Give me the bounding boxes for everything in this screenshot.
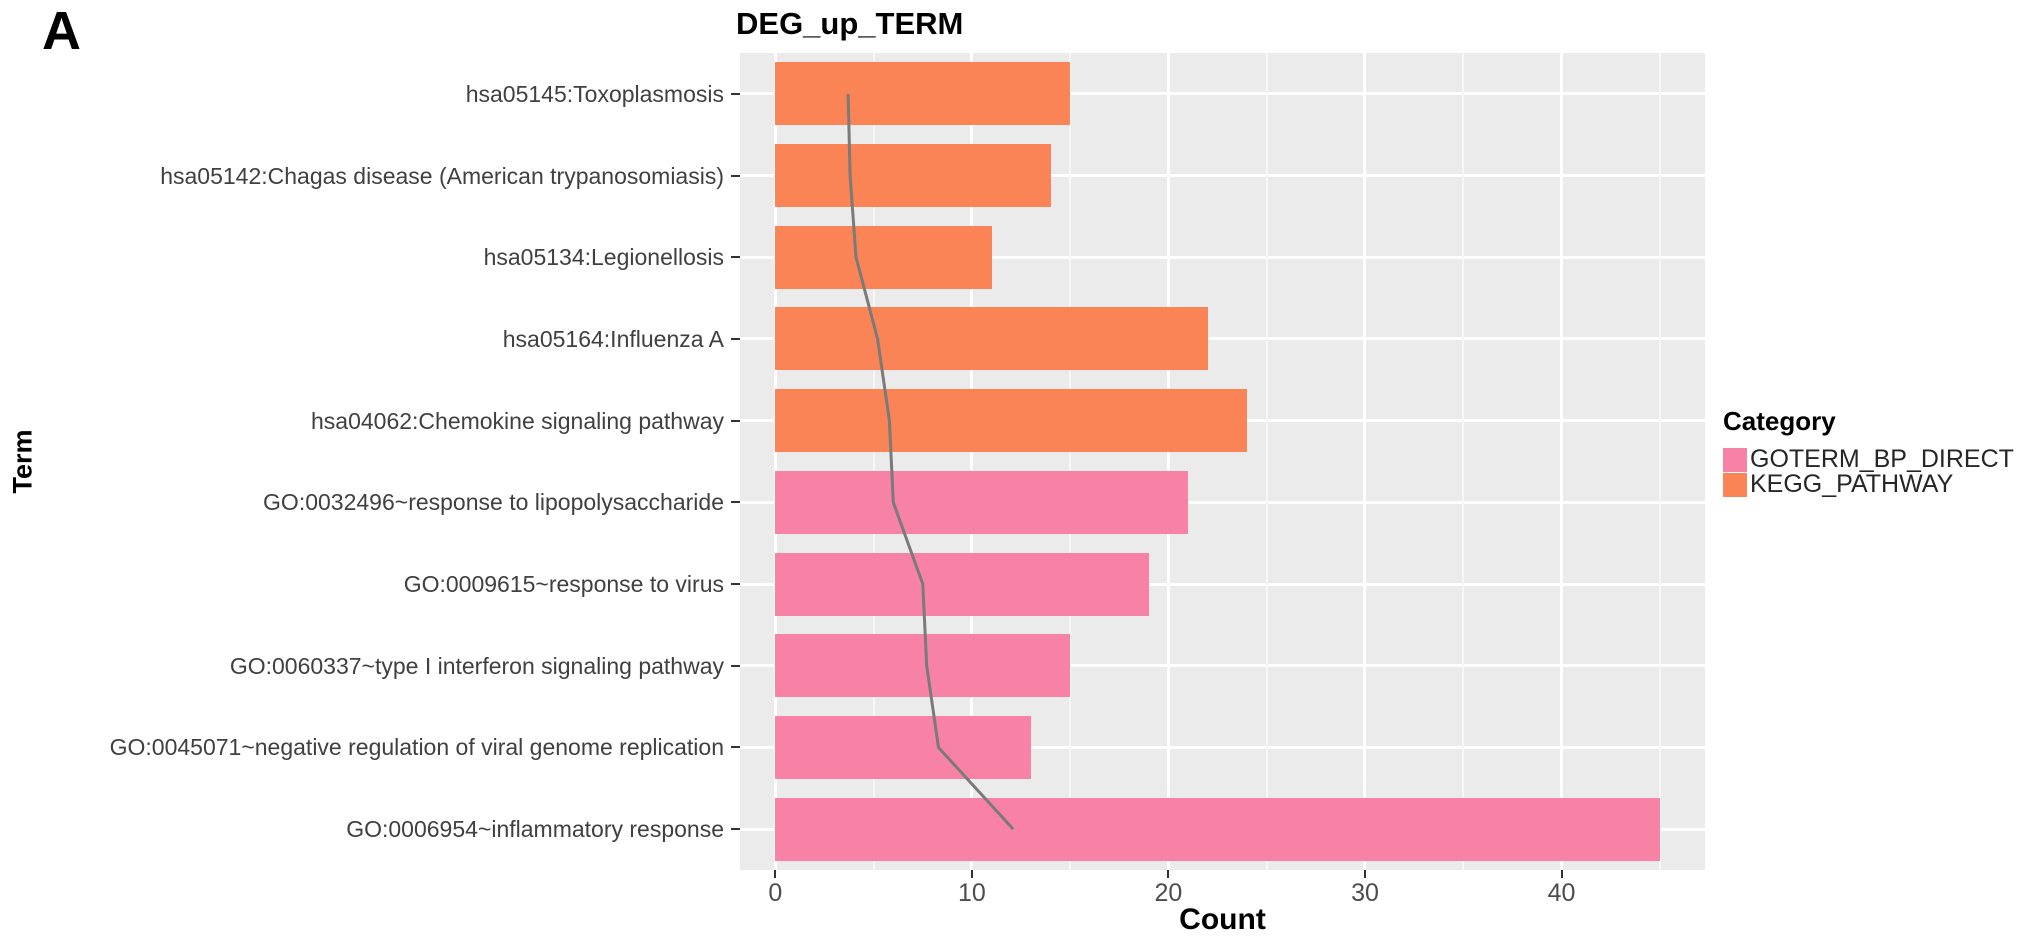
legend-item: GOTERM_BP_DIRECT <box>1723 445 2014 473</box>
legend-item-label: KEGG_PATHWAY <box>1750 470 1954 498</box>
plot-area <box>740 53 1705 870</box>
y-axis-title: Term <box>7 429 38 494</box>
y-axis-category-label: GO:0045071~negative regulation of viral … <box>109 734 724 761</box>
gridline-major <box>1363 53 1367 870</box>
y-tick-mark <box>731 92 740 95</box>
x-tick-mark <box>1167 870 1170 878</box>
bar <box>775 225 992 289</box>
y-axis-category-label: GO:0060337~type I interferon signaling p… <box>229 652 724 679</box>
x-axis-tick-label: 40 <box>1547 879 1576 907</box>
x-axis-tick-label: 0 <box>768 879 783 907</box>
bar <box>775 797 1660 861</box>
bar <box>775 144 1051 208</box>
legend: Category GOTERM_BP_DIRECT KEGG_PATHWAY <box>1723 406 2014 498</box>
y-tick-mark <box>731 337 740 340</box>
y-axis-category-label: GO:0032496~response to lipopolysaccharid… <box>263 489 724 516</box>
x-tick-mark <box>970 870 973 878</box>
bar <box>775 62 1071 126</box>
gridline-horizontal <box>740 582 1705 586</box>
y-tick-mark <box>731 583 740 586</box>
gridline-horizontal <box>740 500 1705 504</box>
y-axis-category-label: hsa05134:Legionellosis <box>483 244 724 271</box>
y-axis-category-label: hsa05164:Influenza A <box>502 325 724 352</box>
gridline-major <box>1560 53 1564 870</box>
gridline-horizontal <box>740 255 1705 259</box>
chart-title: DEG_up_TERM <box>736 6 964 41</box>
gridline-minor <box>1069 53 1072 870</box>
legend-swatch-icon <box>1723 447 1747 472</box>
x-axis-tick-label: 20 <box>1154 879 1183 907</box>
legend-item-label: GOTERM_BP_DIRECT <box>1750 445 2014 473</box>
y-tick-mark <box>731 828 740 831</box>
y-tick-mark <box>731 174 740 177</box>
x-tick-mark <box>1363 870 1366 878</box>
gridline-horizontal <box>740 92 1705 96</box>
gridline-horizontal <box>740 664 1705 668</box>
legend-swatch-icon <box>1723 472 1747 497</box>
y-axis-category-label: hsa05142:Chagas disease (American trypan… <box>160 162 724 189</box>
y-axis-category-label: GO:0009615~response to virus <box>403 571 724 598</box>
x-tick-mark <box>774 870 777 878</box>
gridline-major <box>773 53 777 870</box>
y-tick-mark <box>731 746 740 749</box>
bar <box>775 470 1189 534</box>
y-tick-mark <box>731 501 740 504</box>
legend-item: KEGG_PATHWAY <box>1723 470 2014 498</box>
panel-letter: A <box>42 1 81 61</box>
gridline-minor <box>1265 53 1268 870</box>
y-axis-category-label: GO:0006954~inflammatory response <box>346 816 724 843</box>
y-axis-category-label: hsa05145:Toxoplasmosis <box>465 80 724 107</box>
gridline-minor <box>1658 53 1661 870</box>
gridline-major <box>1166 53 1170 870</box>
gridline-minor <box>1462 53 1465 870</box>
bar <box>775 715 1031 779</box>
legend-items: GOTERM_BP_DIRECT KEGG_PATHWAY <box>1723 445 2014 498</box>
gridline-horizontal <box>740 337 1705 341</box>
bar <box>775 389 1248 453</box>
y-tick-mark <box>731 419 740 422</box>
legend-title: Category <box>1723 406 1836 436</box>
x-tick-mark <box>1560 870 1563 878</box>
y-tick-mark <box>731 256 740 259</box>
bar <box>775 634 1071 698</box>
bar <box>775 307 1208 371</box>
x-axis-title: Count <box>1179 903 1266 936</box>
gridline-horizontal <box>740 174 1705 178</box>
x-axis-tick-label: 10 <box>958 879 986 907</box>
y-axis-category-label: hsa04062:Chemokine signaling pathway <box>310 407 724 434</box>
x-axis-tick-label: 30 <box>1351 879 1379 907</box>
bar <box>775 552 1149 616</box>
gridline-horizontal <box>740 745 1705 749</box>
y-tick-mark <box>731 664 740 667</box>
